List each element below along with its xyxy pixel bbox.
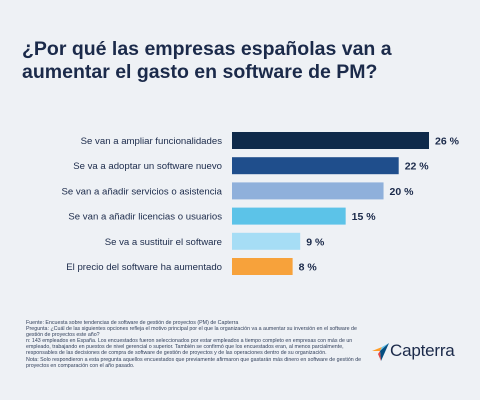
category-label: Se va a sustituir el software — [105, 237, 222, 248]
footnote-sample: n: 143 empleados en España. Los encuesta… — [26, 338, 353, 357]
bar — [232, 232, 301, 250]
bar-chart: Se van a ampliar funcionalidades 26 % Se v… — [61, 132, 460, 275]
footnote-note: Nota: Solo respondieron a esta pregunta … — [26, 356, 362, 369]
footnote: Fuente: Encuesta sobre tendencias de sof… — [26, 320, 366, 369]
bar — [232, 207, 346, 225]
capterra-logo: Capterra — [372, 340, 464, 364]
category-label: Se va a adoptar un software nuevo — [73, 161, 222, 172]
value-label: 9 % — [306, 236, 325, 248]
capterra-arrow-icon — [372, 343, 389, 361]
bar — [232, 132, 429, 149]
bar — [232, 258, 293, 275]
capterra-wordmark: Capterra — [390, 341, 455, 360]
chart-title: ¿Por qué las empresas españolas van a au… — [22, 38, 392, 83]
value-label: 8 % — [299, 262, 318, 274]
category-label: Se van a ampliar funcionalidades — [81, 136, 223, 147]
category-label: Se van a añadir servicios o asistencia — [61, 186, 222, 197]
category-label: El precio del software ha aumentado — [66, 262, 222, 273]
bar — [232, 157, 399, 175]
value-label: 15 % — [352, 211, 377, 223]
bar — [232, 182, 384, 200]
footnote-source: Fuente: Encuesta sobre tendencias de sof… — [26, 320, 239, 326]
value-label: 22 % — [405, 161, 430, 173]
value-label: 26 % — [435, 136, 460, 148]
category-label: Se van a añadir licencias o usuarios — [68, 212, 222, 223]
value-label: 20 % — [390, 186, 415, 198]
footnote-question: Pregunta: ¿Cuál de las siguientes opcion… — [26, 326, 357, 339]
